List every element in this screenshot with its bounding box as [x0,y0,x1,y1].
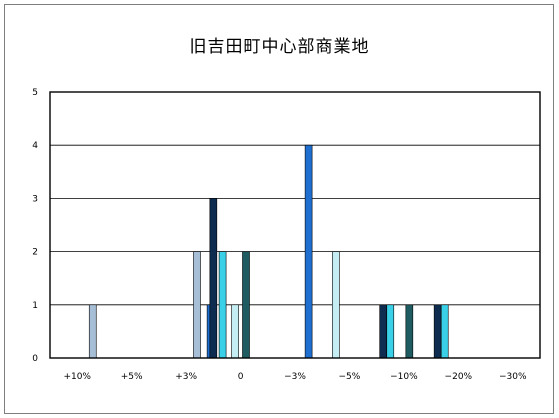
x-tick-label: +3% [175,372,197,382]
bar [332,251,340,359]
bar [88,304,97,359]
bar [440,304,449,359]
y-tick-label: 2 [32,248,38,258]
bar [242,251,250,359]
bar [405,304,414,359]
y-tick-label: 0 [32,354,38,364]
bar [193,251,201,359]
x-tick-label: +10% [63,372,91,382]
x-tick-label: −20% [445,372,473,382]
y-tick-label: 5 [32,88,38,98]
x-tick-label: −5% [339,372,361,382]
x-tick-label: +5% [121,372,143,382]
plot-area [50,92,540,358]
x-tick-label: −30% [499,372,527,382]
x-tick-label: 0 [238,372,244,382]
bar [304,144,313,359]
x-tick-label: −3% [284,372,306,382]
bar [379,304,388,359]
bar [209,198,218,359]
bar [386,304,395,359]
y-tick-label: 4 [32,141,38,151]
chart-title: 旧吉田町中心部商業地 [189,37,370,57]
y-tick-label: 1 [32,301,38,311]
x-tick-label: −10% [390,372,418,382]
bar [231,304,239,359]
bar [433,304,442,359]
y-tick-label: 3 [32,194,38,204]
bar [218,251,227,359]
plot-border [49,91,541,359]
